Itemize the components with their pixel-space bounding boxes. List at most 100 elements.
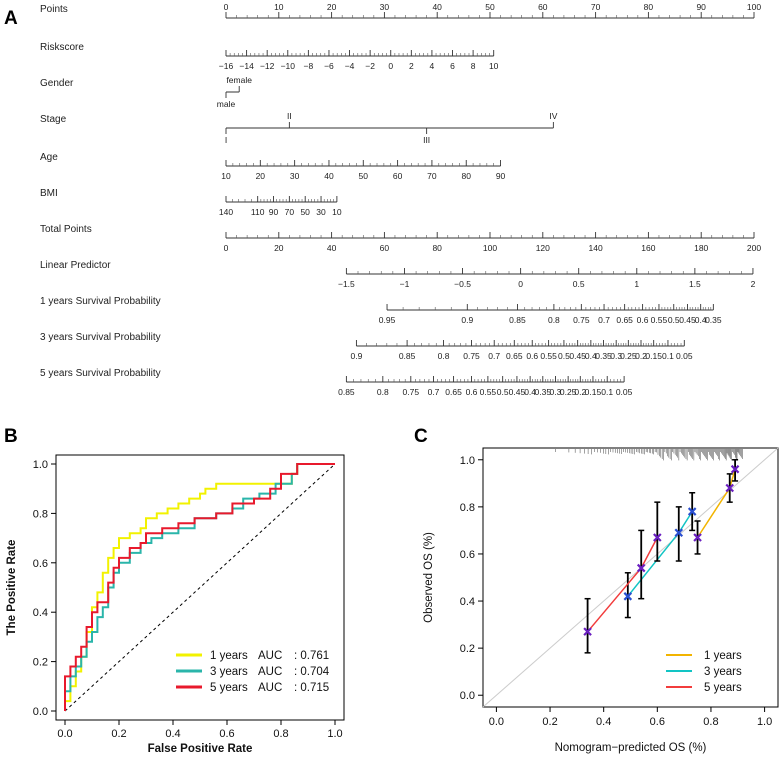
nomogram-tick-label-3-years-survival-probability: 0.7 xyxy=(488,351,500,361)
roc-y-tick-label: 0.6 xyxy=(33,558,48,570)
nomogram-tick-label-3-years-survival-probability: 0.2 xyxy=(635,351,647,361)
nomogram-tick-label-3-years-survival-probability: 0.5 xyxy=(558,351,570,361)
nomogram-tick-label-age: 90 xyxy=(496,171,506,181)
nomogram-tick-label-5-years-survival-probability: 0.6 xyxy=(466,387,478,397)
nomogram-tick-label-age: 60 xyxy=(393,171,403,181)
nomogram-tick-label-total-points: 20 xyxy=(274,243,284,253)
nomogram-tick-label-3-years-survival-probability: 0.6 xyxy=(526,351,538,361)
nomogram-tick-label-points: 0 xyxy=(224,2,229,12)
nomogram-tick-label-5-years-survival-probability: 0.4 xyxy=(524,387,536,397)
calibration-x-tick-label: 0.8 xyxy=(703,716,718,728)
roc-x-tick-label: 0.6 xyxy=(219,728,234,740)
roc-legend-auc-value-1-years: : 0.761 xyxy=(294,650,329,662)
nomogram-tick-label-3-years-survival-probability: 0.8 xyxy=(438,351,450,361)
calibration-y-tick-label: 0.4 xyxy=(460,596,475,608)
nomogram-tick-label-bmi: 10 xyxy=(332,207,342,217)
nomogram-tick-label-age: 50 xyxy=(359,171,369,181)
nomogram-tick-label-bmi: 140 xyxy=(219,207,233,217)
nomogram-tick-label-bmi: 50 xyxy=(300,207,310,217)
nomogram-tick-label-points: 70 xyxy=(591,2,601,12)
nomogram-row-label-stage: Stage xyxy=(40,114,67,125)
nomogram-row-label-linear-predictor: Linear Predictor xyxy=(40,260,111,271)
nomogram-tick-label-linear-predictor: 1.5 xyxy=(689,279,701,289)
roc-legend-auc-label: AUC xyxy=(258,666,282,678)
calibration-y-tick-label: 0.0 xyxy=(460,690,475,702)
roc-legend-auc-label: AUC xyxy=(258,650,282,662)
nomogram-row-label-points: Points xyxy=(40,4,68,15)
nomogram-tick-label-riskscore: 0 xyxy=(388,61,393,71)
roc-legend-name-1-years: 1 years xyxy=(210,650,248,662)
calibration-point-5-years xyxy=(583,627,592,636)
nomogram-tick-label-5-years-survival-probability: 0.7 xyxy=(428,387,440,397)
roc-legend-auc-label: AUC xyxy=(258,682,282,694)
roc-y-tick-label: 1.0 xyxy=(33,459,48,471)
calibration-point-3-years xyxy=(623,592,633,601)
nomogram-tick-label-stage: IV xyxy=(549,111,557,121)
nomogram-tick-label-total-points: 80 xyxy=(432,243,442,253)
calibration-point-5-years xyxy=(653,533,662,542)
nomogram-tick-label-1-years-survival-probability: 0.8 xyxy=(548,315,560,325)
calibration-y-tick-label: 0.2 xyxy=(460,643,475,655)
nomogram-panel: Points 0 10 20 30 40 50 60 70 80 90 100Riskscore−16… xyxy=(40,2,761,397)
nomogram-tick-label-bmi: 30 xyxy=(316,207,326,217)
nomogram-tick-label-linear-predictor: −1 xyxy=(400,279,410,289)
calibration-y-tick-label: 0.6 xyxy=(460,549,475,561)
roc-curve-5-years xyxy=(64,463,335,711)
panel-a-label: A xyxy=(4,8,18,29)
nomogram-tick-label-5-years-survival-probability: 0.1 xyxy=(601,387,613,397)
nomogram-row-label-total-points: Total Points xyxy=(40,224,92,235)
nomogram-tick-label-points: 90 xyxy=(696,2,706,12)
nomogram-tick-label-1-years-survival-probability: 0.95 xyxy=(379,315,396,325)
nomogram-tick-label-3-years-survival-probability: 0.1 xyxy=(662,351,674,361)
calibration-x-tick-label: 0.0 xyxy=(489,716,504,728)
calibration-point-1-years xyxy=(730,464,740,474)
nomogram-row-label-gender: Gender xyxy=(40,78,74,89)
nomogram-tick-label-5-years-survival-probability: 0.5 xyxy=(497,387,509,397)
nomogram-tick-label-linear-predictor: 2 xyxy=(751,279,756,289)
calibration-point-3-years xyxy=(687,507,697,516)
nomogram-row-label-3-years-survival-probability: 3 years Survival Probability xyxy=(40,332,161,343)
nomogram-tick-label-3-years-survival-probability: 0.35 xyxy=(595,351,612,361)
roc-legend-name-5-years: 5 years xyxy=(210,682,248,694)
nomogram-tick-label-points: 80 xyxy=(644,2,654,12)
nomogram-tick-label-riskscore: −6 xyxy=(324,61,334,71)
nomogram-tick-label-riskscore: −16 xyxy=(219,61,234,71)
nomogram-tick-label-total-points: 120 xyxy=(536,243,550,253)
calibration-y-tick-label: 1.0 xyxy=(460,455,475,467)
nomogram-tick-label-linear-predictor: −1.5 xyxy=(338,279,355,289)
nomogram-tick-label-5-years-survival-probability: 0.05 xyxy=(616,387,633,397)
nomogram-tick-label-3-years-survival-probability: 0.55 xyxy=(540,351,557,361)
calibration-y-tick-label: 0.8 xyxy=(460,502,475,514)
nomogram-row-label-age: Age xyxy=(40,152,58,163)
nomogram-tick-label-5-years-survival-probability: 0.25 xyxy=(560,387,577,397)
roc-legend-auc-value-3-years: : 0.704 xyxy=(294,666,330,678)
nomogram-tick-label-stage: II xyxy=(287,111,292,121)
nomogram-tick-label-3-years-survival-probability: 0.45 xyxy=(569,351,586,361)
nomogram-tick-label-total-points: 0 xyxy=(224,243,229,253)
roc-x-tick-label: 0.0 xyxy=(57,728,72,740)
roc-y-tick-label: 0.4 xyxy=(33,607,48,619)
roc-reference-diagonal xyxy=(64,463,336,712)
calibration-plot-frame xyxy=(482,447,779,708)
nomogram-tick-label-5-years-survival-probability: 0.2 xyxy=(574,387,586,397)
roc-y-tick-label: 0.8 xyxy=(33,508,48,520)
nomogram-tick-label-1-years-survival-probability: 0.45 xyxy=(679,315,696,325)
nomogram-tick-label-3-years-survival-probability: 0.15 xyxy=(645,351,662,361)
nomogram-tick-label-riskscore: 10 xyxy=(489,61,499,71)
calibration-x-tick-label: 1.0 xyxy=(757,716,772,728)
calibration-legend-name-3-years: 3 years xyxy=(704,666,742,678)
nomogram-tick-label-1-years-survival-probability: 0.9 xyxy=(461,315,473,325)
nomogram-tick-label-total-points: 200 xyxy=(747,243,761,253)
roc-y-tick-label: 0.2 xyxy=(33,657,48,669)
nomogram-tick-label-gender: female xyxy=(226,75,252,85)
nomogram-tick-label-riskscore: −8 xyxy=(304,61,314,71)
nomogram-tick-label-age: 30 xyxy=(290,171,300,181)
nomogram-tick-label-3-years-survival-probability: 0.4 xyxy=(585,351,597,361)
nomogram-tick-label-5-years-survival-probability: 0.35 xyxy=(535,387,552,397)
roc-legend-auc-value-5-years: : 0.715 xyxy=(294,682,329,694)
nomogram-tick-label-1-years-survival-probability: 0.5 xyxy=(668,315,680,325)
nomogram-tick-label-1-years-survival-probability: 0.55 xyxy=(651,315,668,325)
calibration-x-axis-title: Nomogram−predicted OS (%) xyxy=(555,742,707,754)
nomogram-tick-label-riskscore: 6 xyxy=(450,61,455,71)
